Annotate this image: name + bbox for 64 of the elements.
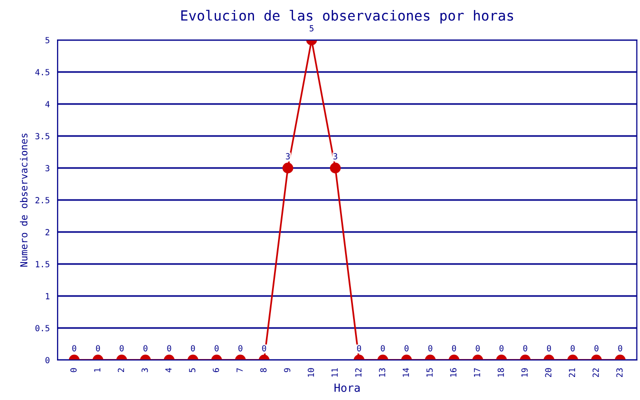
x-tick-label: 0 — [70, 368, 77, 372]
x-tick-label: 4 — [165, 368, 172, 372]
data-label: 0 — [452, 345, 456, 352]
x-tick-label: 9 — [284, 368, 290, 372]
y-tick-label: 4.5 — [35, 69, 50, 76]
x-tick-label: 20 — [545, 368, 552, 378]
y-tick-label: 2.5 — [36, 197, 50, 204]
y-tick-label: 2 — [46, 229, 50, 236]
x-tick-label: 12 — [355, 368, 362, 377]
y-tick-label: 0 — [45, 357, 50, 364]
x-tick-label: 11 — [332, 368, 338, 377]
data-label: 0 — [428, 345, 432, 352]
y-tick-label: 3 — [46, 165, 50, 172]
y-tick-label: 1.5 — [36, 261, 50, 268]
x-tick-label: 13 — [378, 368, 386, 377]
x-tick-label: 5 — [189, 368, 196, 372]
data-label: 0 — [72, 345, 76, 352]
data-label: 0 — [167, 345, 172, 352]
x-tick-label: 21 — [568, 368, 576, 378]
x-tick-label: 15 — [426, 368, 433, 377]
y-tick-label: 5 — [46, 37, 50, 44]
data-label: 0 — [476, 345, 480, 352]
y-axis-title: Numero de observaciones — [20, 134, 28, 267]
data-label: 0 — [380, 345, 385, 352]
x-tick-label: 17 — [474, 368, 480, 377]
x-tick-label: 14 — [402, 368, 409, 377]
data-label: 3 — [333, 153, 338, 160]
y-tick-label: 0.5 — [35, 325, 50, 332]
data-label: 0 — [570, 345, 575, 352]
point — [282, 162, 294, 174]
x-tick-label: 16 — [450, 368, 456, 377]
y-tick-label: 4 — [45, 101, 50, 108]
y-tick-label: 1 — [46, 293, 50, 300]
data-label: 5 — [310, 25, 314, 32]
data-label: 3 — [286, 153, 290, 160]
data-label: 0 — [238, 345, 242, 352]
chart-title: Evolucion de las observaciones por horas — [181, 10, 514, 24]
data-label: 0 — [143, 345, 148, 352]
data-label: 0 — [547, 345, 551, 352]
data-label: 0 — [214, 345, 219, 352]
data-label: 0 — [500, 345, 504, 352]
data-label: 0 — [120, 345, 124, 352]
x-tick-label: 18 — [498, 368, 504, 377]
data-label: 0 — [96, 345, 100, 352]
x-tick-label: 8 — [260, 368, 267, 372]
x-tick-label: 10 — [308, 368, 314, 377]
data-label: 0 — [618, 345, 622, 352]
x-tick-label: 1 — [94, 368, 100, 372]
x-tick-label: 2 — [118, 368, 124, 372]
data-label: 0 — [404, 345, 409, 352]
x-tick-label: 6 — [212, 368, 220, 372]
point — [330, 162, 341, 174]
x-tick-label: 19 — [521, 368, 528, 377]
data-label: 0 — [262, 345, 266, 352]
x-tick-label: 3 — [142, 368, 148, 372]
data-label: 0 — [357, 345, 362, 352]
x-tick-label: 7 — [236, 368, 243, 372]
x-tick-label: 23 — [616, 368, 623, 378]
data-label: 0 — [594, 345, 598, 352]
data-label: 0 — [190, 345, 195, 352]
y-tick-label: 3.5 — [35, 133, 50, 140]
data-label: 0 — [523, 345, 528, 352]
x-tick-label: 22 — [592, 368, 599, 378]
x-axis-title: Hora — [334, 384, 360, 392]
